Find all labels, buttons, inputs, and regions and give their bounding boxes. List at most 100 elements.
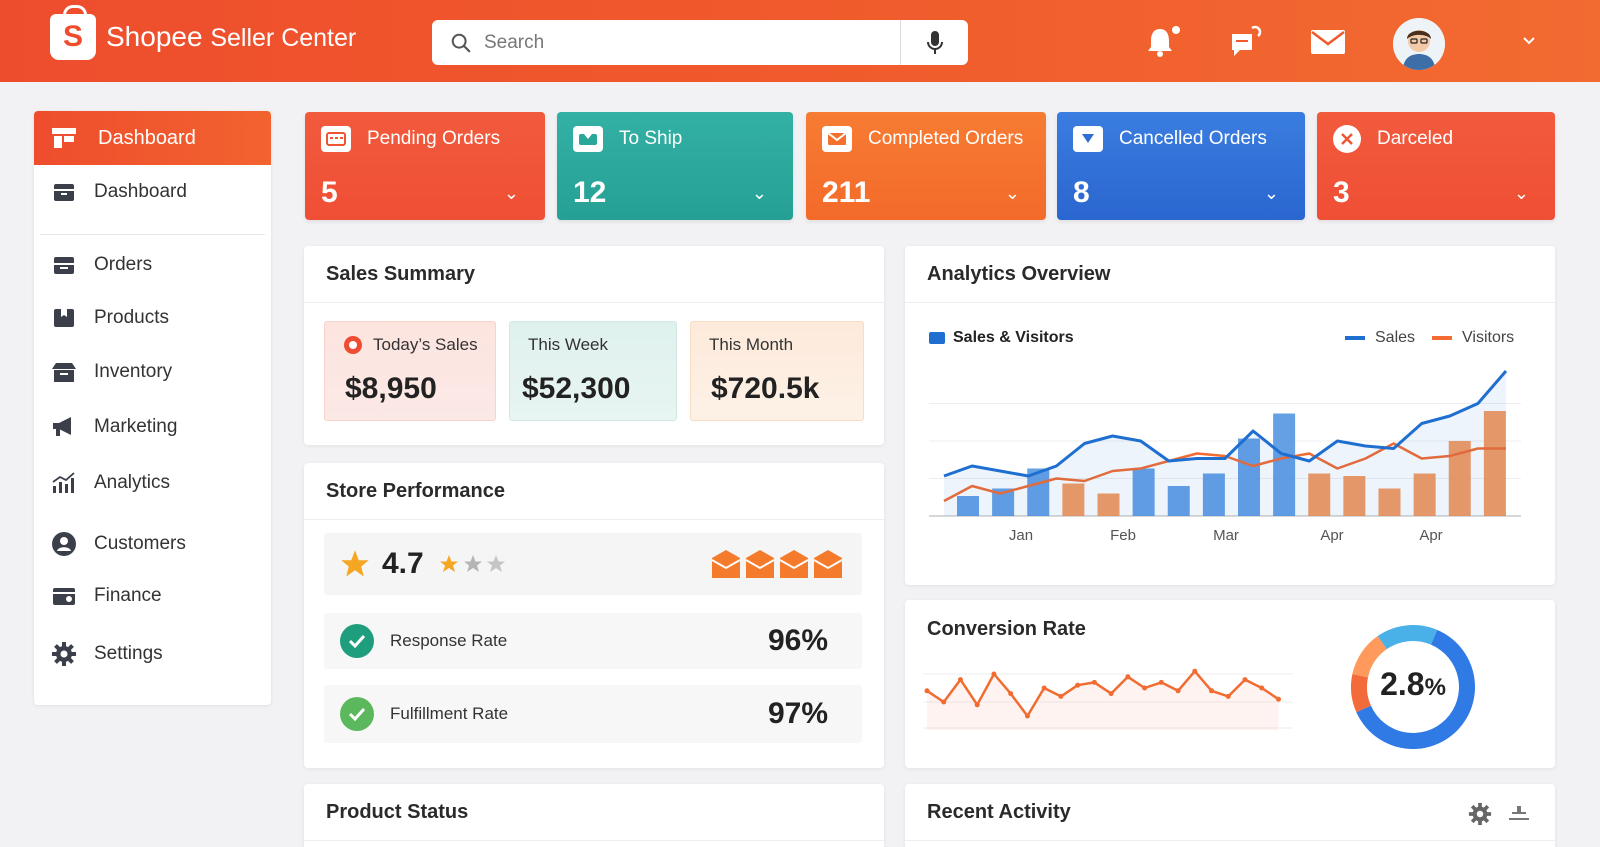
products-icon — [50, 307, 78, 329]
star-icon — [341, 550, 369, 577]
chevron-down-icon[interactable]: ⌄ — [1513, 182, 1529, 203]
product-status-panel: Product Status — [304, 784, 884, 847]
todays-sales-box[interactable]: Today’s Sales $8,950 — [324, 321, 496, 421]
megaphone-icon — [50, 416, 78, 438]
chart-bar — [992, 488, 1015, 516]
conversion-point — [941, 699, 947, 705]
legend-title-text: Sales & Visitors — [953, 329, 1074, 346]
logo-text: Shopee Seller Center — [106, 21, 356, 53]
visitors-series-line — [943, 442, 1506, 503]
this-month-box[interactable]: This Month $720.5k — [690, 321, 864, 421]
chart-bar — [1273, 413, 1296, 516]
performance-label: Response Rate — [390, 631, 508, 650]
microphone-icon — [926, 30, 943, 54]
sidebar-item-dashboard-active[interactable]: Dashboard — [34, 111, 271, 165]
stat-card-to-ship[interactable]: To Ship 12 ⌄ — [557, 112, 793, 220]
search-bar — [432, 20, 968, 65]
legend-sales[interactable]: Sales — [1345, 329, 1415, 347]
conversion-number: 2.8 — [1380, 666, 1425, 702]
sidebar-active-label: Dashboard — [98, 126, 196, 149]
chart-bar — [1308, 473, 1331, 516]
stat-label: Pending Orders — [367, 128, 501, 149]
summary-label: This Week — [528, 335, 608, 354]
sales-visitors-chart[interactable]: Jan Feb Mar Apr Apr — [905, 346, 1555, 581]
chevron-down-icon[interactable]: ⌄ — [503, 182, 519, 203]
sidebar-item-settings[interactable]: Settings — [50, 641, 163, 667]
cancel-box-icon — [1073, 126, 1103, 152]
rating-stars-icon — [439, 555, 505, 572]
microphone-button[interactable] — [900, 20, 968, 65]
orders-icon — [50, 254, 78, 276]
gear-icon[interactable] — [1468, 802, 1492, 826]
conversion-line-chart[interactable] — [923, 660, 1313, 750]
avatar[interactable] — [1393, 18, 1445, 70]
sort-icon[interactable] — [1508, 804, 1530, 824]
wallet-icon — [50, 585, 78, 607]
this-week-box[interactable]: This Week $52,300 — [509, 321, 677, 421]
chart-bar — [1062, 483, 1085, 516]
mail-icon[interactable] — [1310, 28, 1346, 56]
stat-value: 211 — [822, 176, 871, 209]
stat-value: 3 — [1333, 176, 1350, 209]
search-icon[interactable] — [450, 32, 472, 54]
sales-area — [944, 371, 1506, 516]
sidebar-item-label: Dashboard — [94, 181, 187, 202]
legend-label: Visitors — [1462, 329, 1515, 346]
badge-boxes-icon — [711, 550, 843, 578]
conversion-point — [1192, 668, 1198, 674]
stat-card-cancelled-orders[interactable]: Cancelled Orders 8 ⌄ — [1057, 112, 1305, 220]
stat-card-pending-orders[interactable]: Pending Orders 5 ⌄ — [305, 112, 545, 220]
panel-title: Conversion Rate — [927, 618, 1086, 640]
sidebar-item-label: Customers — [94, 533, 186, 554]
chat-icon[interactable] — [1228, 24, 1266, 60]
conversion-point — [1225, 693, 1231, 699]
panel-title: Store Performance — [304, 463, 884, 520]
stat-card-darceled[interactable]: Darceled 3 ⌄ — [1317, 112, 1555, 220]
sidebar-item-marketing[interactable]: Marketing — [50, 416, 177, 438]
stat-card-completed-orders[interactable]: Completed Orders 211 ⌄ — [806, 112, 1046, 220]
sales-summary-panel: Sales Summary Today’s Sales $8,950 This … — [304, 246, 884, 445]
chart-bar — [1027, 468, 1050, 516]
x-tick-label: Jan — [1009, 527, 1033, 544]
conversion-donut-chart[interactable] — [1340, 614, 1486, 760]
inventory-icon — [50, 361, 78, 383]
stat-value: 5 — [321, 176, 338, 209]
bell-icon[interactable] — [1146, 24, 1182, 58]
conversion-point — [1259, 685, 1265, 691]
sidebar-item-label: Orders — [94, 254, 153, 275]
rating-value: 4.7 — [382, 547, 424, 580]
chevron-down-icon[interactable]: ⌄ — [1263, 182, 1279, 203]
sidebar-item-inventory[interactable]: Inventory — [50, 361, 172, 383]
store-icon — [52, 128, 76, 148]
search-input[interactable] — [484, 31, 904, 54]
close-circle-icon — [1333, 125, 1361, 153]
sales-series-line — [943, 370, 1508, 478]
conversion-point — [1175, 688, 1181, 694]
sidebar-item-orders[interactable]: Orders — [50, 254, 152, 276]
chevron-down-icon[interactable]: ⌄ — [751, 182, 767, 203]
sidebar-item-analytics[interactable]: Analytics — [50, 472, 170, 494]
box-icon — [50, 181, 78, 203]
performance-label: Fulfillment Rate — [390, 704, 509, 723]
stat-label: Cancelled Orders — [1119, 128, 1267, 149]
panel-title: Analytics Overview — [905, 246, 1555, 303]
legend-visitors[interactable]: Visitors — [1432, 329, 1514, 347]
shopee-logo[interactable]: S Shopee Seller Center — [50, 5, 356, 60]
sidebar-item-products[interactable]: Products — [50, 307, 169, 329]
performance-value: 96% — [767, 624, 828, 657]
sidebar-item-finance[interactable]: Finance — [50, 585, 162, 607]
chevron-down-icon[interactable] — [1522, 36, 1536, 46]
donut-slice — [1351, 673, 1371, 713]
envelope-icon — [822, 126, 852, 152]
stat-label: Darceled — [1377, 128, 1454, 149]
chart-bar — [1167, 486, 1190, 516]
conversion-point — [1242, 677, 1248, 683]
pending-orders-icon — [321, 126, 351, 152]
summary-label: Today’s Sales — [373, 335, 478, 354]
sidebar-item-dashboard[interactable]: Dashboard — [50, 181, 187, 203]
product-name: Seller Center — [210, 24, 357, 52]
chevron-down-icon[interactable]: ⌄ — [1004, 182, 1020, 203]
chart-bar — [1343, 476, 1366, 516]
sidebar-item-customers[interactable]: Customers — [50, 531, 186, 557]
fulfillment-rate-row: Fulfillment Rate 97% — [324, 685, 862, 743]
